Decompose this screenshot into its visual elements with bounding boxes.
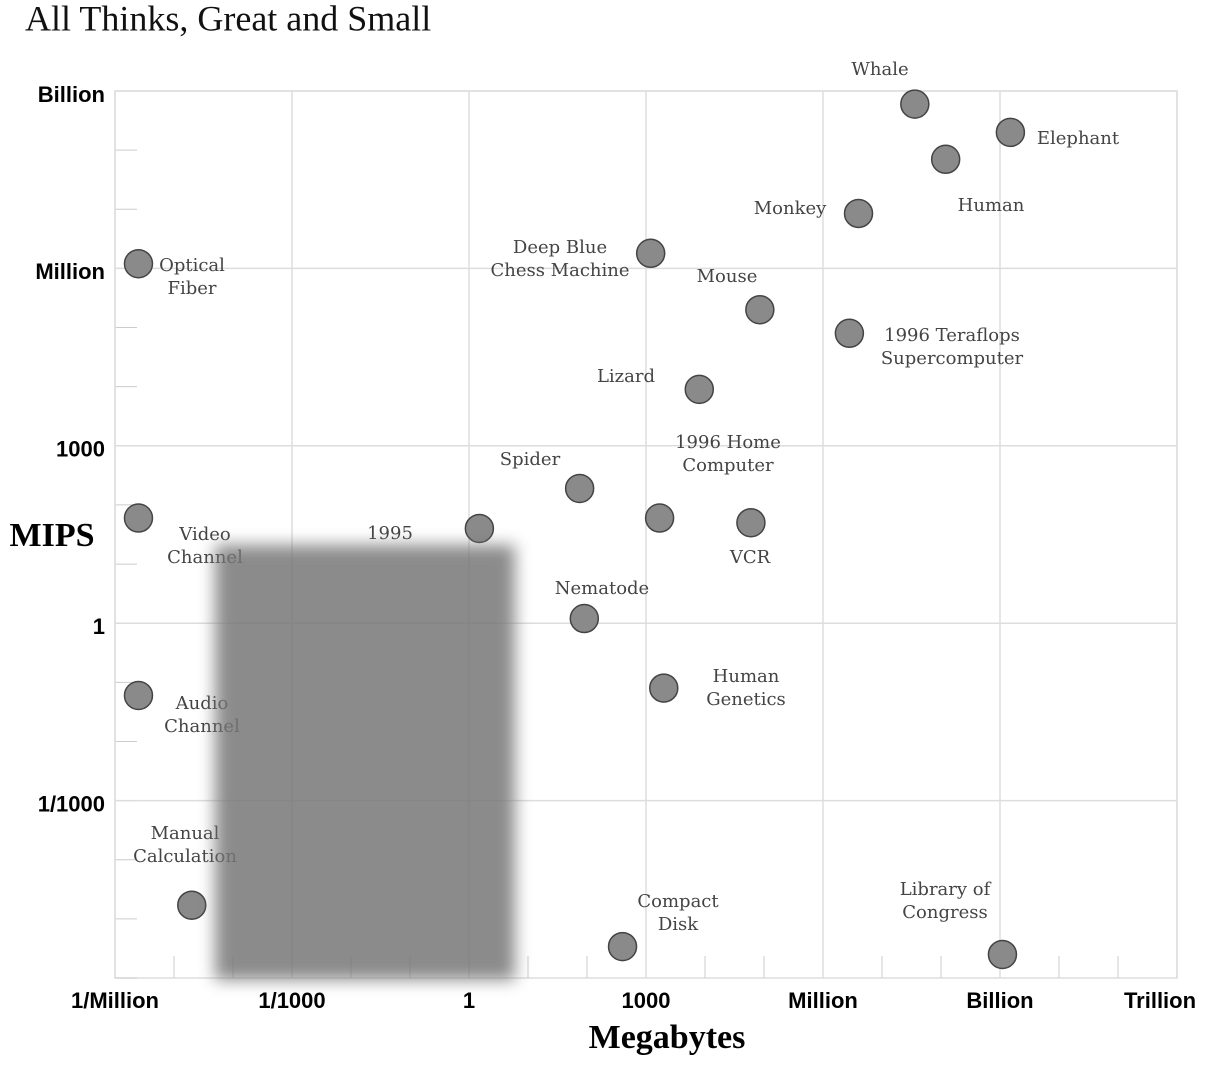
x-tick-label: Million xyxy=(788,988,858,1013)
point-label: Fiber xyxy=(167,278,216,299)
x-tick-label: Billion xyxy=(966,988,1033,1013)
point-label: Library of xyxy=(900,879,992,900)
plot-area: 1/1000 1 1000 Million Billion 1/Million 1/1000… xyxy=(35,59,1196,1013)
point xyxy=(607,931,638,962)
point-label: Congress xyxy=(902,902,987,923)
point xyxy=(843,198,874,229)
point xyxy=(569,603,600,634)
x-tick-label: 1/Million xyxy=(71,988,159,1013)
x-tick-label: 1 xyxy=(463,988,475,1013)
point-label: Calculation xyxy=(133,846,237,867)
point-label: Human xyxy=(958,195,1025,216)
point-label: Lizard xyxy=(597,366,655,387)
point-label: Human xyxy=(713,666,780,687)
point-label: Compact xyxy=(637,891,719,912)
point-label: Spider xyxy=(500,449,561,470)
point xyxy=(123,503,154,533)
point-label: Video xyxy=(178,524,230,545)
point xyxy=(635,238,666,269)
y-tick-label: Million xyxy=(35,259,105,284)
y-tick-label: 1 xyxy=(93,614,105,639)
point xyxy=(834,318,865,349)
point-label: Monkey xyxy=(754,198,827,219)
point-label: VCR xyxy=(729,547,771,568)
y-axis-label: MIPS xyxy=(10,517,95,554)
point-label: 1996 Teraflops xyxy=(884,325,1020,346)
point xyxy=(123,248,154,279)
point-label: 1996 Home xyxy=(675,432,781,453)
point xyxy=(987,939,1018,970)
point xyxy=(564,473,595,504)
x-tick-label: 1000 xyxy=(622,988,671,1013)
point xyxy=(684,374,715,405)
point-label: Chess Machine xyxy=(490,260,629,281)
point-label: Disk xyxy=(658,914,699,935)
point-label: 1995 xyxy=(367,523,413,544)
point xyxy=(177,890,207,920)
point-label: Whale xyxy=(851,59,908,80)
point xyxy=(123,680,154,711)
point-label: Mouse xyxy=(697,266,758,287)
point xyxy=(736,507,766,538)
x-tick-label: 1/1000 xyxy=(258,988,325,1013)
point-label: Nematode xyxy=(555,578,649,599)
point xyxy=(745,294,775,325)
point xyxy=(464,513,495,544)
point xyxy=(649,673,679,703)
point xyxy=(644,503,675,533)
point-label: Manual xyxy=(151,823,220,844)
point-label: Deep Blue xyxy=(513,237,607,258)
point xyxy=(930,144,961,175)
point xyxy=(995,117,1026,148)
point-label: Computer xyxy=(682,455,774,476)
point-label: Supercomputer xyxy=(881,348,1024,369)
point xyxy=(900,89,930,119)
point-label: Optical xyxy=(159,255,225,276)
y-tick-label: 1/1000 xyxy=(38,791,105,816)
chart-title: All Thinks, Great and Small xyxy=(25,0,431,38)
x-tick-label: Trillion xyxy=(1124,988,1196,1013)
y-tick-label: Billion xyxy=(38,82,105,107)
point-label: Genetics xyxy=(706,689,786,710)
point-label: Audio xyxy=(175,693,229,714)
point-label: Elephant xyxy=(1037,128,1120,149)
x-axis-label: Megabytes xyxy=(589,1019,746,1056)
y-tick-label: 1000 xyxy=(56,437,105,462)
blurred-region xyxy=(215,545,515,980)
